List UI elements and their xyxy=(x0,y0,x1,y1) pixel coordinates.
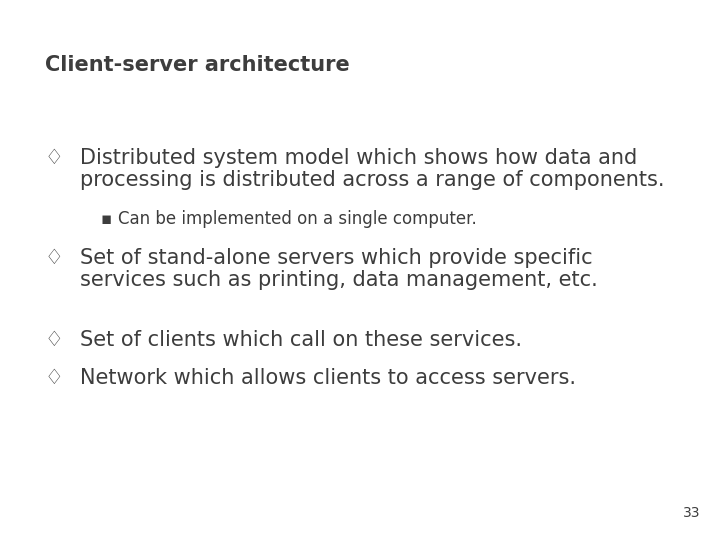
Text: ♢: ♢ xyxy=(45,148,64,168)
Text: Distributed system model which shows how data and: Distributed system model which shows how… xyxy=(80,148,637,168)
Text: ♢: ♢ xyxy=(45,248,64,268)
Text: 33: 33 xyxy=(683,506,700,520)
Text: Can be implemented on a single computer.: Can be implemented on a single computer. xyxy=(118,210,477,228)
Text: Client-server architecture: Client-server architecture xyxy=(45,55,350,75)
Text: ▪: ▪ xyxy=(100,210,112,228)
Text: ♢: ♢ xyxy=(45,330,64,350)
Text: ♢: ♢ xyxy=(45,368,64,388)
Text: Set of stand-alone servers which provide specific: Set of stand-alone servers which provide… xyxy=(80,248,593,268)
Text: Set of clients which call on these services.: Set of clients which call on these servi… xyxy=(80,330,522,350)
Text: Network which allows clients to access servers.: Network which allows clients to access s… xyxy=(80,368,576,388)
Text: services such as printing, data management, etc.: services such as printing, data manageme… xyxy=(80,270,598,290)
Text: processing is distributed across a range of components.: processing is distributed across a range… xyxy=(80,170,665,190)
